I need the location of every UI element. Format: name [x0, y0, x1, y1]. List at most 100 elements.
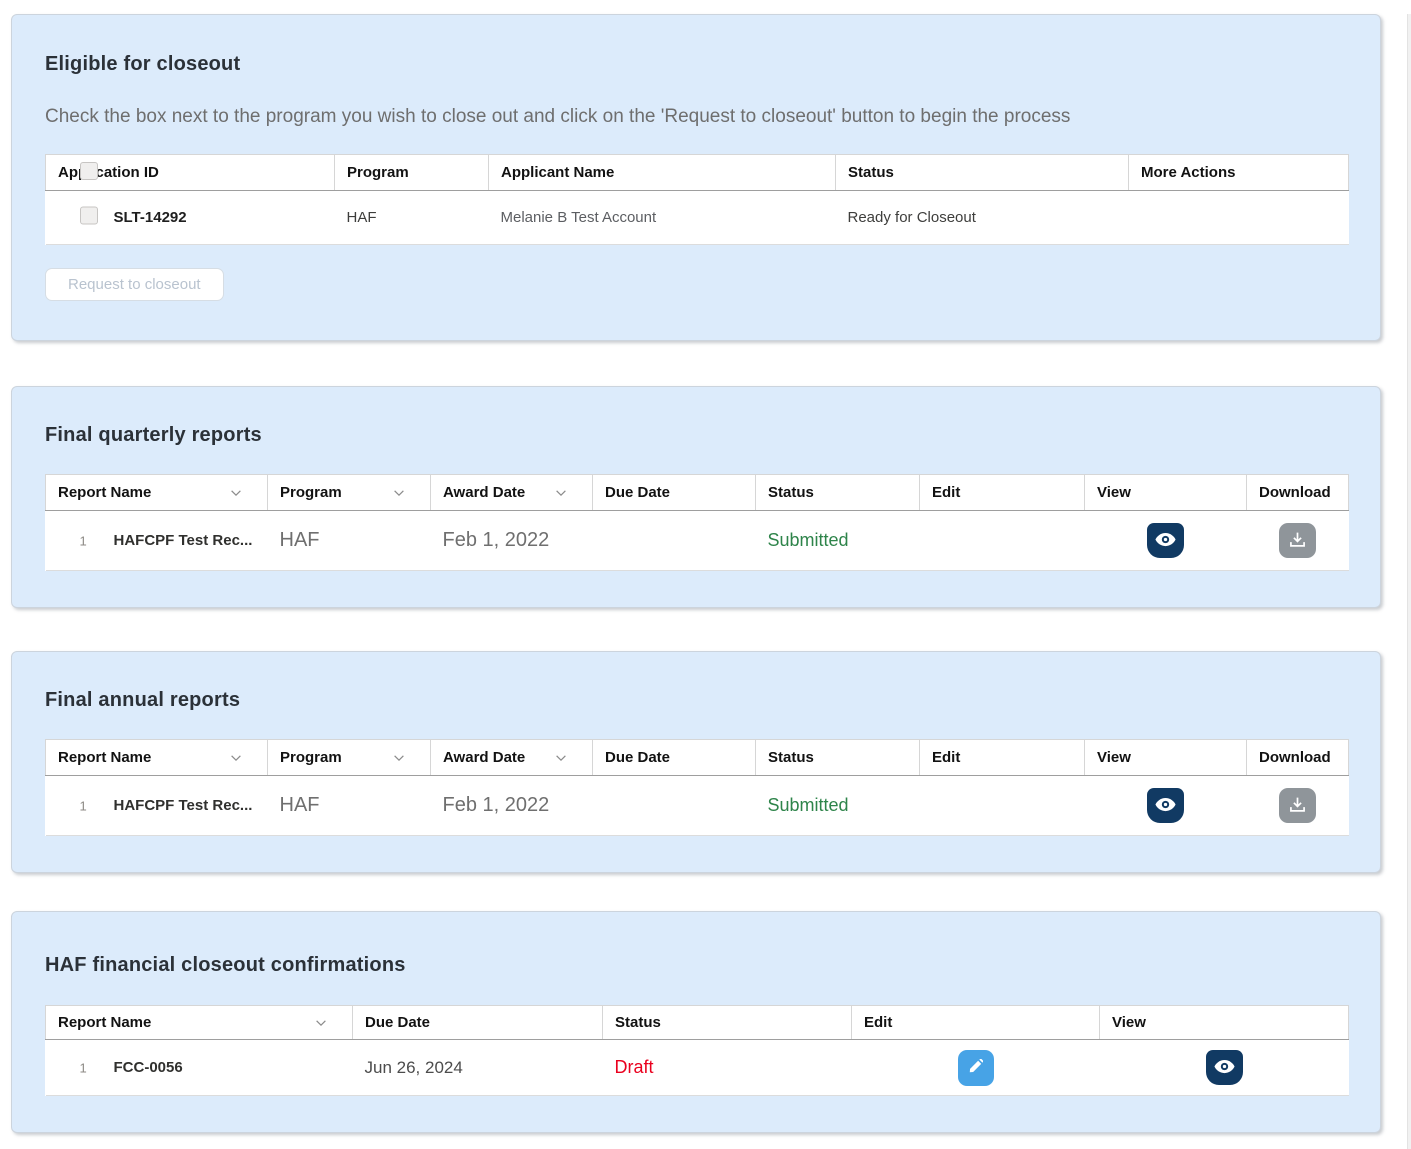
column-edit: Edit [919, 474, 1085, 511]
column-applicant-name: Applicant Name [488, 154, 836, 191]
chevron-down-icon[interactable] [392, 486, 406, 500]
column-program: Program [334, 154, 489, 191]
download-icon [1289, 796, 1306, 816]
column-view: View [1084, 474, 1247, 511]
award-date-value: Feb 1, 2022 [442, 529, 550, 551]
status-value: Submitted [767, 795, 849, 815]
chevron-down-icon[interactable] [229, 486, 243, 500]
column-label: Due Date [365, 1014, 431, 1031]
column-label: Edit [932, 749, 961, 766]
due-date-cell [592, 510, 756, 571]
column-report-name[interactable]: Report Name [45, 474, 268, 511]
due-date-value: Jun 26, 2024 [364, 1057, 463, 1077]
program-cell: HAF [267, 775, 431, 836]
view-cell [1084, 510, 1247, 571]
column-label: Due Date [605, 484, 671, 501]
haf-financial-closeout-panel: HAF financial closeout confirmations Rep… [11, 911, 1381, 1133]
status-value: Submitted [767, 530, 849, 550]
report-name-cell: 1 HAFCPF Test Rec... [45, 775, 268, 836]
column-edit: Edit [851, 1005, 1100, 1040]
column-status: Status [602, 1005, 852, 1040]
program-value: HAF [279, 529, 320, 551]
column-program[interactable]: Program [267, 739, 431, 776]
report-name-link[interactable]: HAFCPF Test Rec... [113, 531, 253, 549]
program-value: HAF [279, 794, 320, 816]
select-all-checkbox[interactable] [80, 161, 98, 180]
program-cell: HAF [267, 510, 431, 571]
column-label: Program [280, 484, 342, 501]
column-label: Download [1259, 749, 1331, 766]
row-checkbox[interactable] [79, 206, 98, 224]
status-cell: Draft [602, 1039, 852, 1096]
column-label: More Actions [1141, 164, 1236, 181]
eligible-for-closeout-panel: Eligible for closeout Check the box next… [11, 14, 1381, 341]
column-label: Award Date [443, 749, 526, 766]
table-row: SLT-14292 HAF Melanie B Test Account Rea… [45, 190, 1349, 245]
final-quarterly-reports-panel: Final quarterly reports Report Name Prog… [11, 386, 1381, 608]
report-name-link[interactable]: HAFCPF Test Rec... [113, 796, 253, 814]
award-date-cell: Feb 1, 2022 [430, 775, 593, 836]
chevron-down-icon[interactable] [229, 751, 243, 765]
column-view: View [1099, 1005, 1349, 1040]
column-report-name[interactable]: Report Name [45, 1005, 353, 1040]
view-button[interactable] [1147, 788, 1184, 823]
column-due-date: Due Date [352, 1005, 603, 1040]
report-name-link[interactable]: FCC-0056 [113, 1058, 183, 1076]
chevron-down-icon[interactable] [554, 486, 568, 500]
closeout-instructions: Check the box next to the program you wi… [45, 106, 1071, 127]
column-view: View [1084, 739, 1247, 776]
column-label: View [1112, 1014, 1146, 1031]
column-label: Award Date [443, 484, 526, 501]
scrollbar[interactable] [1407, 14, 1411, 1149]
table-header-row: Report Name Due Date Status Edit View [45, 1005, 1349, 1040]
eye-icon [1155, 532, 1176, 550]
chevron-down-icon[interactable] [392, 751, 406, 765]
download-button[interactable] [1279, 523, 1316, 558]
eligible-closeout-table: Application ID Program Applicant Name St… [45, 154, 1349, 245]
column-award-date[interactable]: Award Date [430, 474, 593, 511]
column-label: Edit [864, 1014, 893, 1031]
column-report-name[interactable]: Report Name [45, 739, 268, 776]
report-name-cell: 1 FCC-0056 [45, 1039, 353, 1096]
column-label: Status [848, 164, 894, 181]
award-date-value: Feb 1, 2022 [442, 794, 550, 816]
application-id-cell: SLT-14292 [45, 190, 335, 245]
program-cell: HAF [334, 190, 489, 245]
column-award-date[interactable]: Award Date [430, 739, 593, 776]
column-edit: Edit [919, 739, 1085, 776]
report-name-cell: 1 HAFCPF Test Rec... [45, 510, 268, 571]
column-label: Report Name [58, 1014, 152, 1031]
closeout-confirmations-table: Report Name Due Date Status Edit View 1 … [45, 1005, 1349, 1096]
view-button[interactable] [1147, 523, 1184, 558]
column-label: View [1097, 749, 1131, 766]
column-label: Due Date [605, 749, 671, 766]
section-title: Final quarterly reports [45, 424, 262, 446]
edit-cell [919, 775, 1085, 836]
request-to-closeout-button[interactable]: Request to closeout [45, 268, 224, 301]
view-cell [1084, 775, 1247, 836]
column-due-date: Due Date [592, 474, 756, 511]
due-date-cell [592, 775, 756, 836]
quarterly-reports-table: Report Name Program Award Date Due Date … [45, 474, 1349, 571]
program-value: HAF [346, 208, 377, 226]
table-header-row: Report Name Program Award Date Due Date … [45, 739, 1349, 776]
chevron-down-icon[interactable] [314, 1016, 328, 1030]
view-button[interactable] [1205, 1050, 1243, 1085]
column-label: Status [615, 1014, 661, 1031]
eye-icon [1213, 1059, 1235, 1077]
edit-button[interactable] [957, 1049, 994, 1086]
column-label: View [1097, 484, 1131, 501]
award-date-cell: Feb 1, 2022 [430, 510, 593, 571]
status-value: Ready for Closeout [847, 208, 976, 226]
row-number: 1 [79, 1060, 87, 1075]
column-more-actions: More Actions [1128, 154, 1349, 191]
column-due-date: Due Date [592, 739, 756, 776]
download-button[interactable] [1279, 788, 1316, 823]
due-date-cell: Jun 26, 2024 [352, 1039, 603, 1096]
column-label: Status [768, 749, 814, 766]
table-header-row: Report Name Program Award Date Due Date … [45, 474, 1349, 511]
chevron-down-icon[interactable] [554, 751, 568, 765]
eye-icon [1155, 797, 1176, 815]
column-program[interactable]: Program [267, 474, 431, 511]
more-actions-cell [1128, 190, 1349, 245]
